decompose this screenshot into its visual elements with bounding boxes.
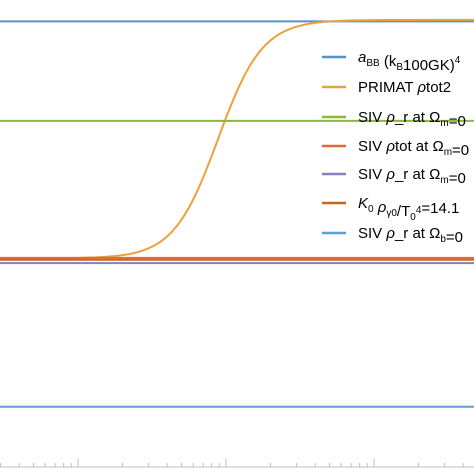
x-axis <box>0 459 474 468</box>
legend-label-1: aBB (kB100GK)4 <box>358 49 461 74</box>
legend-label-6: K0 ργ0/T04=14.1 <box>358 195 459 223</box>
legend-label-3: SIV ρ_r at Ωm=0 <box>358 109 466 130</box>
legend-label-2: PRIMAT ρtot2 <box>358 79 451 96</box>
legend: aBB (kB100GK)4 PRIMAT ρtot2 SIV ρ_r at Ωm=… <box>322 49 469 246</box>
series-layer <box>0 18 474 408</box>
legend-label-4: SIV ρtot at Ωm=0 <box>358 138 469 159</box>
legend-label-7: SIV ρ_r at Ωb=0 <box>358 225 463 246</box>
legend-label-5: SIV ρ_r at Ωm=0 <box>358 166 466 187</box>
